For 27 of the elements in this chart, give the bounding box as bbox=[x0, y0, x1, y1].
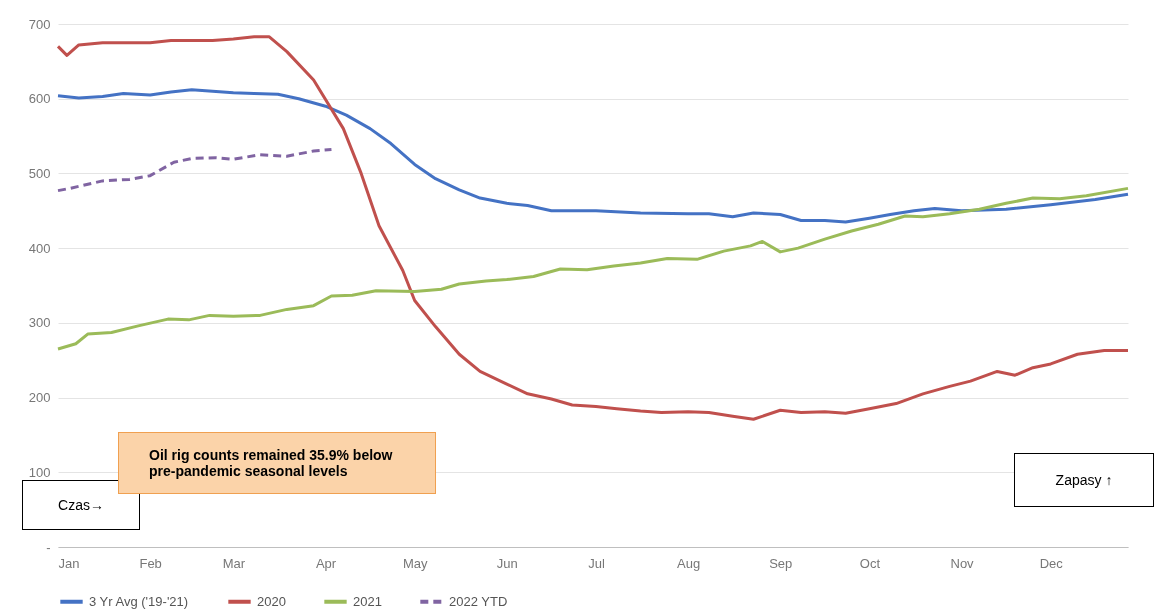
y-tick-label: 700 bbox=[28, 16, 51, 32]
x-tick-label: Jul bbox=[588, 555, 605, 571]
x-tick-label: Dec bbox=[1039, 555, 1064, 571]
x-tick-label: Nov bbox=[950, 555, 975, 571]
y-tick-label: 300 bbox=[28, 315, 51, 331]
x-tick-label: May bbox=[402, 555, 428, 571]
y-tick-label: 100 bbox=[28, 464, 51, 480]
callout-box: Oil rig counts remained 35.9% below pre-pandemic seasonal levels bbox=[118, 432, 436, 494]
y-tick-label: 600 bbox=[28, 91, 51, 107]
y-tick-label: - bbox=[46, 539, 51, 555]
x-tick-label: Jun bbox=[496, 555, 518, 571]
legend-label: 3 Yr Avg ('19-'21) bbox=[89, 593, 189, 609]
line-series bbox=[56, 148, 333, 193]
legend-label: 2022 YTD bbox=[449, 593, 508, 609]
legend-label: 2020 bbox=[257, 593, 286, 609]
y-tick-label: 500 bbox=[28, 165, 51, 181]
x-tick-label: Mar bbox=[222, 555, 246, 571]
y-tick-label: 400 bbox=[28, 240, 51, 256]
x-tick-label: Oct bbox=[859, 555, 881, 571]
x-tick-label: Feb bbox=[139, 555, 162, 571]
x-tick-label: Jan bbox=[58, 555, 80, 571]
x-tick-label: Apr bbox=[315, 555, 337, 571]
x-tick-label: Sep bbox=[769, 555, 793, 571]
label-box: Zapasy ↑ bbox=[1014, 453, 1154, 507]
legend-label: 2021 bbox=[353, 593, 382, 609]
y-tick-label: 200 bbox=[28, 390, 51, 406]
x-tick-label: Aug bbox=[677, 555, 701, 571]
